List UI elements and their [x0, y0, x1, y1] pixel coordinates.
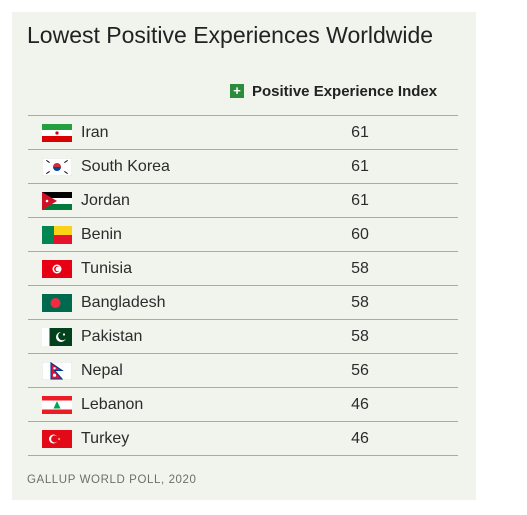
country-label: Tunisia [81, 260, 132, 277]
nepal-flag-icon [42, 362, 72, 380]
table-row: Benin 60 [28, 218, 458, 252]
index-value: 58 [351, 260, 369, 277]
iran-flag-icon [42, 124, 72, 142]
bangladesh-flag-icon [42, 294, 72, 312]
index-value: 61 [351, 124, 369, 141]
index-value: 61 [351, 192, 369, 209]
table-top-rule [28, 115, 458, 116]
table-row: Bangladesh 58 [28, 286, 458, 320]
south-korea-flag-icon [42, 158, 72, 176]
country-label: Nepal [81, 362, 123, 379]
table-row: South Korea 61 [28, 150, 458, 184]
chart-card: Lowest Positive Experiences Worldwide + … [12, 12, 476, 500]
benin-flag-icon [42, 226, 72, 244]
table-row: Nepal 56 [28, 354, 458, 388]
legend-label: Positive Experience Index [252, 82, 438, 100]
country-label: Pakistan [81, 328, 143, 345]
chart-title: Lowest Positive Experiences Worldwide [27, 22, 434, 48]
index-value: 61 [351, 158, 369, 175]
table-row: Tunisia 58 [28, 252, 458, 286]
country-label: Lebanon [81, 396, 144, 413]
source-note: GALLUP WORLD POLL, 2020 [27, 474, 197, 486]
index-value: 46 [351, 430, 369, 447]
legend-swatch-plus-icon: + [230, 84, 244, 98]
jordan-flag-icon [42, 192, 72, 210]
tunisia-flag-icon [42, 260, 72, 278]
country-label: Benin [81, 226, 122, 243]
table-row: Iran 61 [28, 116, 458, 150]
table-row: Jordan 61 [28, 184, 458, 218]
country-label: South Korea [81, 158, 170, 175]
turkey-flag-icon [42, 430, 72, 448]
legend: + Positive Experience Index [230, 82, 437, 100]
country-label: Bangladesh [81, 294, 166, 311]
index-value: 58 [351, 294, 369, 311]
index-value: 58 [351, 328, 369, 345]
country-label: Turkey [81, 430, 130, 447]
table-row: Turkey 46 [28, 422, 458, 456]
index-value: 56 [351, 362, 369, 379]
country-label: Jordan [81, 192, 130, 209]
data-table: Iran 61 South Korea 61 Jordan 61 Benin 60 Tunisi… [28, 115, 458, 456]
country-label: Iran [81, 124, 109, 141]
table-row: Lebanon 46 [28, 388, 458, 422]
pakistan-flag-icon [42, 328, 72, 346]
index-value: 46 [351, 396, 369, 413]
table-row: Pakistan 58 [28, 320, 458, 354]
index-value: 60 [351, 226, 369, 243]
lebanon-flag-icon [42, 396, 72, 414]
